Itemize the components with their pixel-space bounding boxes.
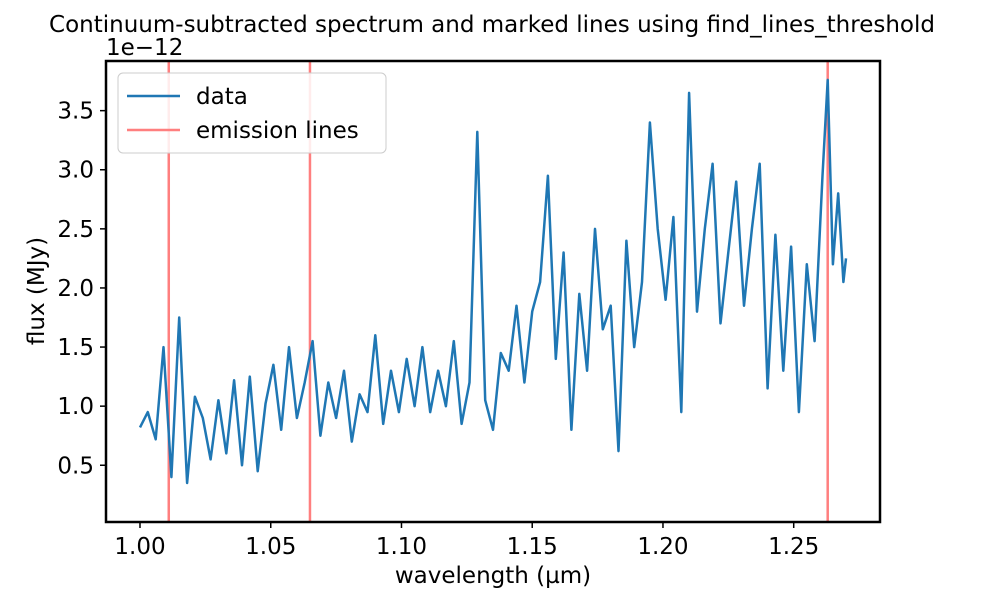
x-tick-label: 1.00 [114,534,165,560]
x-tick-label: 1.20 [637,534,688,560]
legend-label-2: emission lines [196,118,359,144]
legend-label-1: data [196,84,248,110]
y-offset-text: 1e−12 [106,35,183,61]
y-tick-label: 0.5 [57,453,94,479]
y-tick-label: 3.0 [57,158,94,184]
legend: data emission lines [117,72,387,154]
y-tick-label: 1.0 [57,394,94,420]
legend-box [117,72,387,154]
y-tick-label: 1.5 [57,335,94,361]
x-tick-label: 1.10 [376,534,427,560]
axis-layer: 1.00 1.05 1.10 1.15 1.20 1.25 0.5 1.0 1.5 2.0 2.5 3… [57,99,819,560]
y-axis-label: flux (MJy) [24,237,50,345]
chart-title: Continuum-subtracted spectrum and marked… [49,12,935,38]
x-tick-label: 1.25 [768,534,819,560]
y-tick-label: 2.0 [57,276,94,302]
x-tick-label: 1.05 [245,534,296,560]
y-tick-label: 3.5 [57,99,94,125]
plot-frame [104,59,882,524]
y-tick-label: 2.5 [57,217,94,243]
x-tick-label: 1.15 [507,534,558,560]
data-series-line [138,78,848,485]
x-axis-label: wavelength (µm) [395,563,591,589]
